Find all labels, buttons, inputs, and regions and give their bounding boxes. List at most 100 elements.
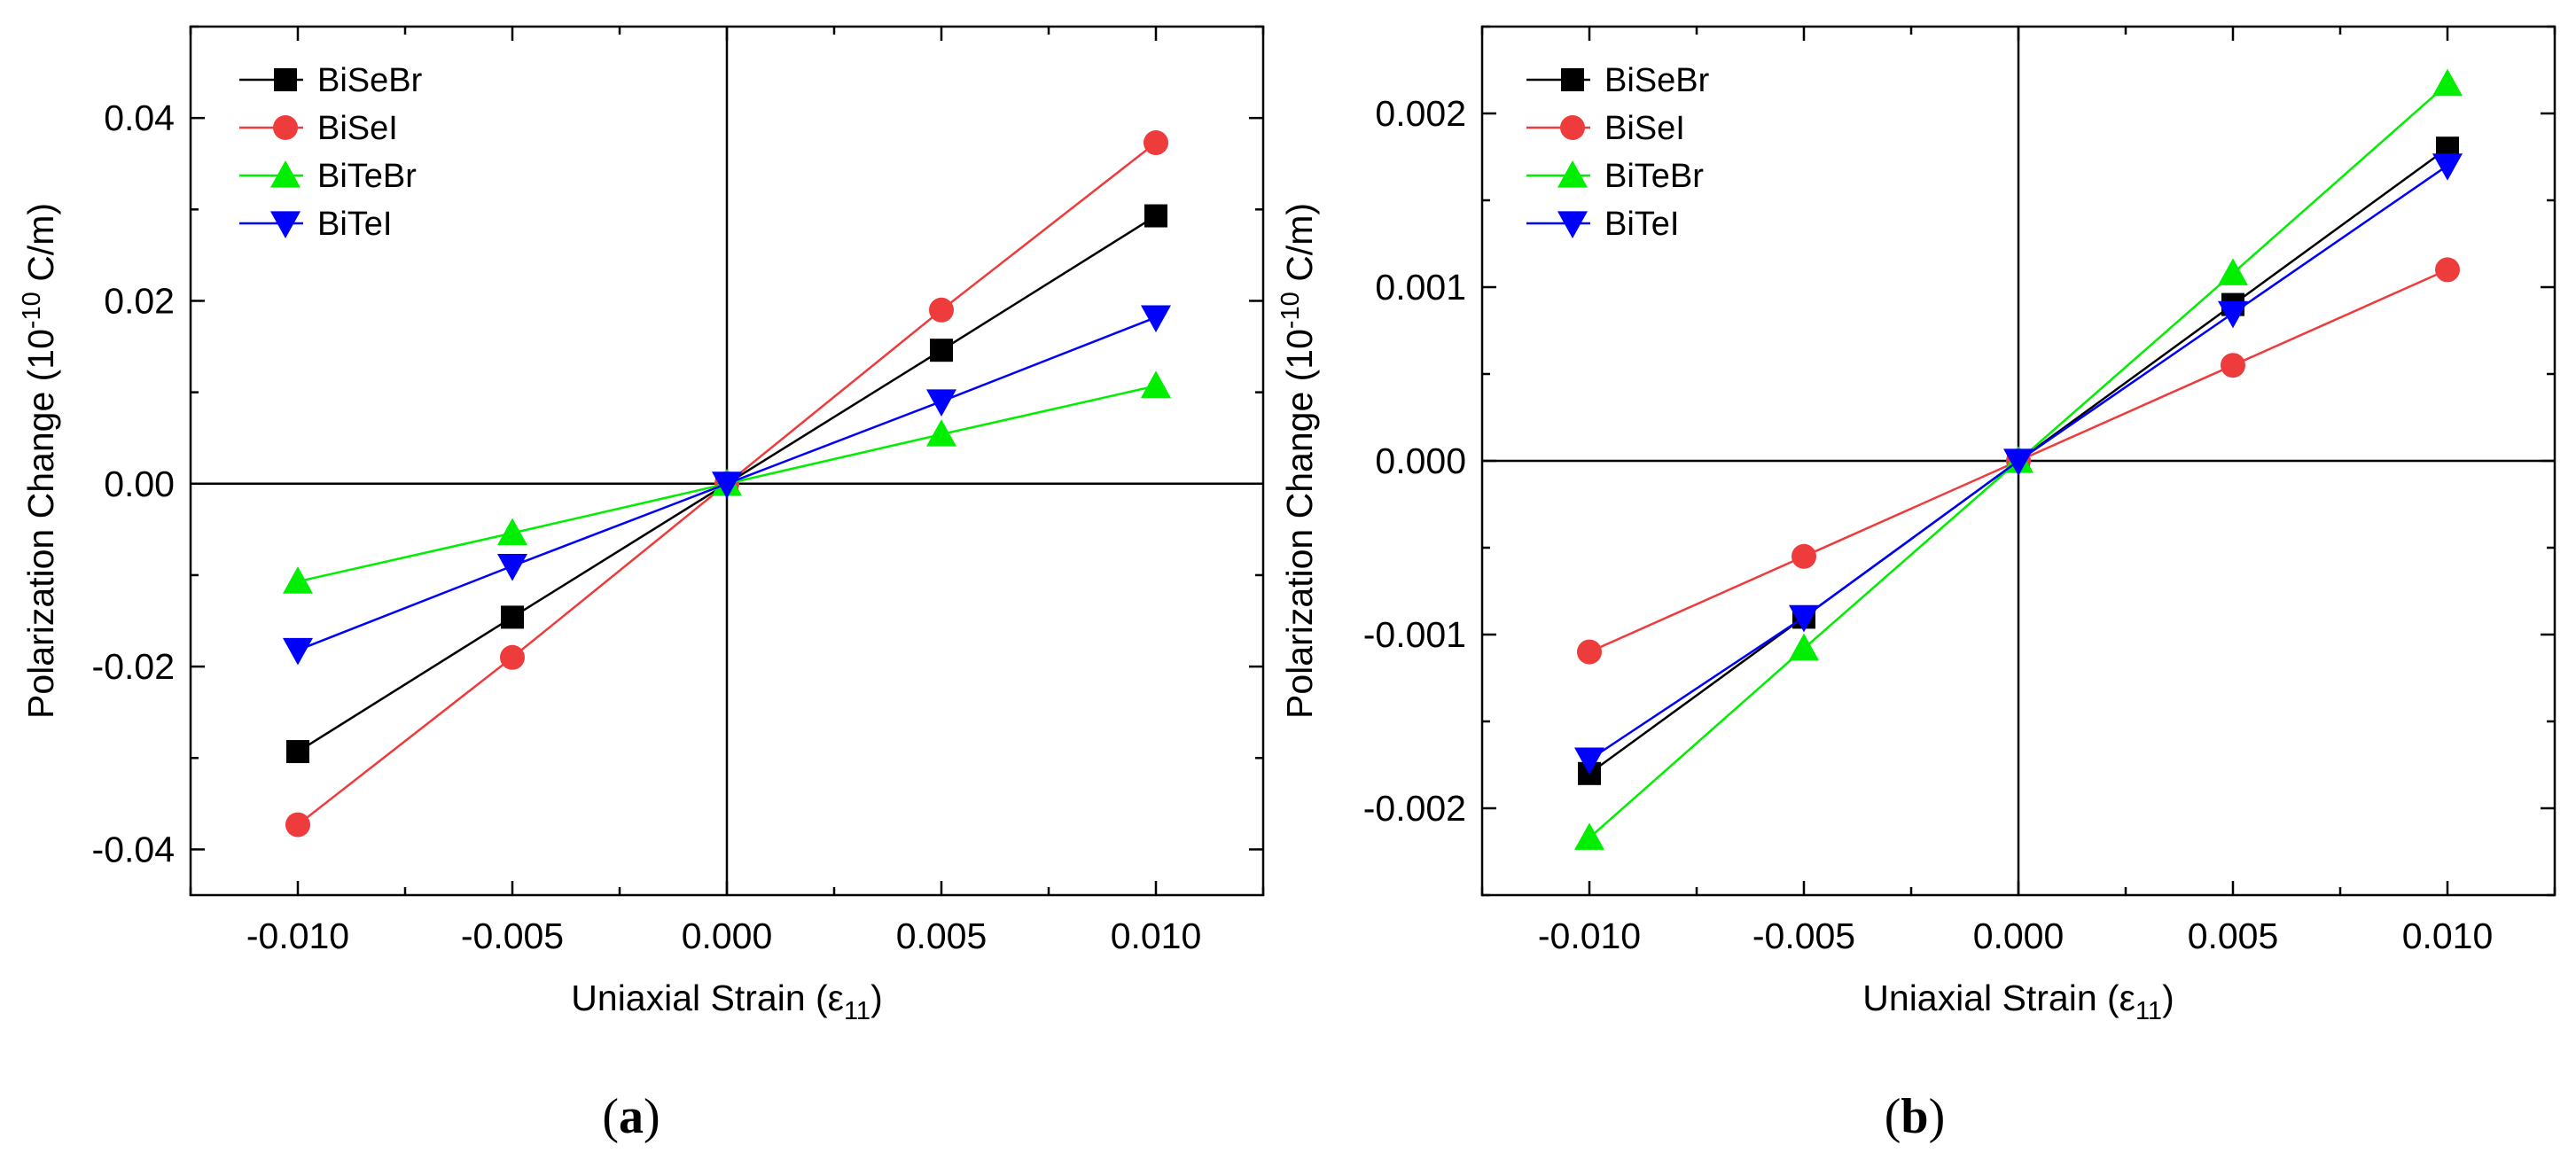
x-tick-label: 0.005 bbox=[2188, 916, 2279, 956]
panel-b: -0.010 -0.005 0.000 0.005 0.010 -0.002 -0.001… bbox=[1276, 25, 2556, 1144]
y-tick-label: -0.002 bbox=[1363, 788, 1466, 829]
panel-caption: (a) bbox=[602, 1089, 660, 1144]
legend-marker bbox=[1561, 68, 1584, 91]
y-axis-title-sup: -10 bbox=[18, 292, 46, 329]
x-tick-label: -0.010 bbox=[1538, 916, 1641, 956]
legend-marker bbox=[1557, 160, 1588, 188]
caption-close: ) bbox=[1929, 1089, 1946, 1144]
legend-item-BiTeBr: BiTeBr bbox=[239, 158, 417, 195]
series-BiTeI bbox=[1574, 153, 2463, 775]
legend-label: BiTeBr bbox=[317, 158, 417, 195]
data-point bbox=[1574, 747, 1604, 775]
data-point bbox=[283, 637, 313, 666]
x-tick-label: -0.010 bbox=[246, 916, 349, 956]
y-axis-title-unit: C/m) bbox=[1279, 203, 1320, 292]
data-point bbox=[1577, 639, 1602, 665]
legend-label: BiTeBr bbox=[1604, 158, 1704, 195]
data-point bbox=[926, 419, 956, 447]
x-axis-title-sub: 11 bbox=[844, 997, 870, 1025]
data-point bbox=[500, 644, 525, 670]
data-point bbox=[1791, 543, 1816, 569]
legend-marker bbox=[270, 211, 301, 238]
zero-axes bbox=[191, 27, 1263, 895]
series-BiTeI bbox=[283, 305, 1171, 666]
panel-caption: (b) bbox=[1885, 1089, 1945, 1144]
legend-item-BiTeBr: BiTeBr bbox=[1526, 158, 1704, 195]
y-axis-title: Polarization Change (10-10 C/m) bbox=[1276, 203, 1320, 719]
y-tick-labels: -0.04 -0.02 0.00 0.02 0.04 bbox=[92, 97, 175, 869]
panel-a: -0.010 -0.005 0.000 0.005 0.010 -0.04 -0.02 0.… bbox=[18, 25, 1265, 1144]
legend: BiSeBr BiSeI BiTeBr BiTeI bbox=[1526, 62, 1710, 243]
data-point bbox=[501, 605, 524, 629]
x-axis-title-main: Uniaxial Strain (ε bbox=[571, 978, 844, 1018]
data-point bbox=[1144, 130, 1168, 156]
data-point bbox=[2218, 300, 2248, 329]
legend-marker bbox=[1560, 115, 1585, 140]
data-point bbox=[1574, 822, 1604, 850]
y-tick-label: 0.001 bbox=[1375, 267, 1466, 308]
y-axis-title-unit: C/m) bbox=[20, 203, 61, 292]
legend-item-BiSeBr: BiSeBr bbox=[239, 62, 423, 99]
legend-item-BiSeI: BiSeI bbox=[239, 110, 398, 147]
caption-letter: a bbox=[619, 1089, 644, 1144]
y-tick-labels: -0.002 -0.001 0.000 0.001 0.002 bbox=[1363, 93, 1466, 829]
data-point bbox=[1789, 633, 1819, 661]
y-tick-label: -0.02 bbox=[92, 646, 175, 687]
legend-label: BiTeI bbox=[317, 206, 392, 243]
legend: BiSeBr BiSeI BiTeBr BiTeI bbox=[239, 62, 423, 243]
x-tick-label: 0.010 bbox=[2402, 916, 2494, 956]
data-point bbox=[2435, 257, 2460, 283]
y-axis-title: Polarization Change (10-10 C/m) bbox=[18, 203, 61, 719]
legend-marker bbox=[270, 160, 301, 188]
data-point bbox=[1141, 305, 1171, 333]
data-point bbox=[2218, 258, 2248, 285]
x-axis-title-close: ) bbox=[870, 978, 883, 1018]
x-tick-labels: -0.010 -0.005 0.000 0.005 0.010 bbox=[246, 916, 1201, 956]
legend-marker bbox=[1557, 211, 1588, 238]
x-axis-title-close: ) bbox=[2162, 978, 2174, 1018]
data-point bbox=[926, 389, 956, 417]
x-tick-labels: -0.010 -0.005 0.000 0.005 0.010 bbox=[1538, 916, 2493, 956]
x-tick-label: 0.000 bbox=[682, 916, 773, 956]
legend-label: BiSeBr bbox=[317, 62, 423, 99]
y-tick-label: 0.02 bbox=[104, 280, 175, 321]
y-tick-label: 0.000 bbox=[1375, 440, 1466, 481]
legend-item-BiTeI: BiTeI bbox=[1526, 206, 1679, 243]
y-tick-label: 0.002 bbox=[1375, 93, 1466, 134]
x-tick-label: 0.010 bbox=[1111, 916, 1202, 956]
data-point bbox=[712, 471, 742, 499]
y-axis-title-main: Polarization Change (10 bbox=[20, 329, 61, 719]
caption-letter: b bbox=[1901, 1089, 1928, 1144]
data-point bbox=[2003, 448, 2033, 476]
y-tick-label: -0.04 bbox=[92, 829, 175, 869]
legend-label: BiSeI bbox=[1604, 110, 1685, 147]
y-axis-title-sup: -10 bbox=[1276, 292, 1305, 329]
x-axis-title: Uniaxial Strain (ε11) bbox=[571, 978, 882, 1025]
legend-marker bbox=[273, 115, 298, 140]
legend-item-BiSeI: BiSeI bbox=[1526, 110, 1685, 147]
y-tick-label: 0.04 bbox=[104, 97, 175, 138]
x-axis-title: Uniaxial Strain (ε11) bbox=[1862, 978, 2174, 1025]
data-point bbox=[1789, 604, 1819, 633]
data-point bbox=[1144, 204, 1167, 228]
y-tick-label: 0.00 bbox=[104, 464, 175, 504]
caption-open: ( bbox=[1885, 1089, 1901, 1144]
data-point bbox=[930, 339, 953, 362]
legend-label: BiSeI bbox=[317, 110, 398, 147]
y-axis-title-main: Polarization Change (10 bbox=[1279, 329, 1320, 719]
y-tick-label: -0.001 bbox=[1363, 614, 1466, 655]
x-tick-label: -0.005 bbox=[1752, 916, 1855, 956]
x-tick-label: -0.005 bbox=[461, 916, 564, 956]
legend-item-BiTeI: BiTeI bbox=[239, 206, 392, 243]
data-point bbox=[285, 812, 310, 838]
legend-marker bbox=[274, 68, 297, 91]
data-point bbox=[929, 297, 954, 323]
x-tick-label: 0.005 bbox=[896, 916, 987, 956]
data-point bbox=[286, 740, 309, 764]
caption-open: ( bbox=[602, 1089, 619, 1144]
data-point bbox=[497, 554, 527, 581]
series-layer bbox=[1574, 68, 2463, 850]
data-point bbox=[283, 566, 313, 594]
data-point bbox=[1141, 370, 1171, 399]
